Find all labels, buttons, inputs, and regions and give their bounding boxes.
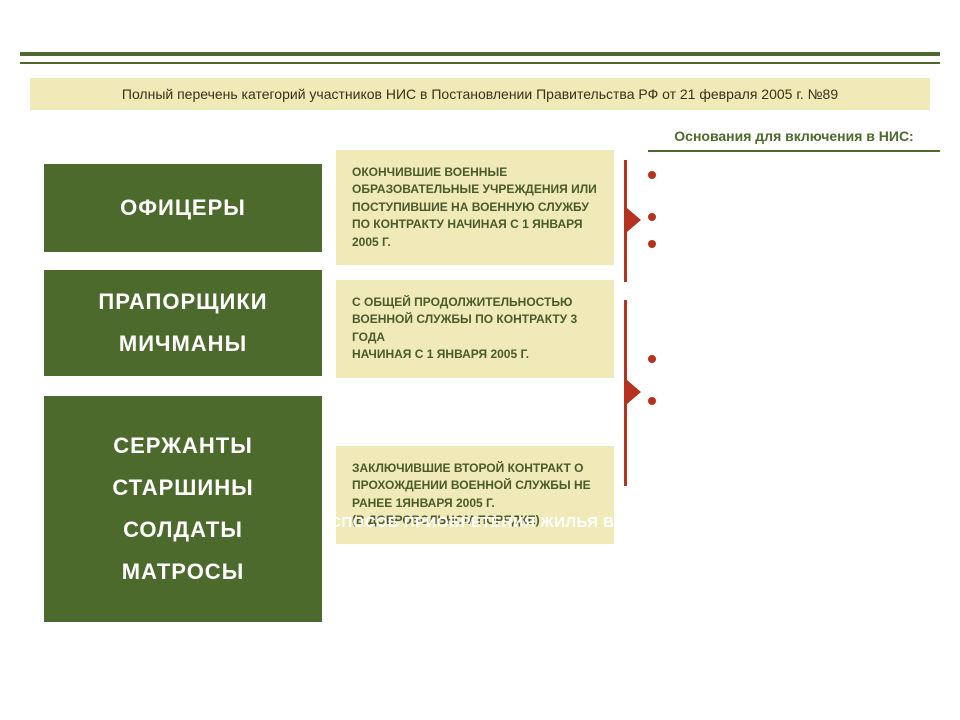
bullet-icon bbox=[648, 171, 656, 179]
divider-top-2 bbox=[20, 62, 940, 64]
bullet-icon bbox=[648, 397, 656, 405]
subtitle: Полный перечень категорий участников НИС… bbox=[30, 78, 930, 110]
category-block: СЕРЖАНТЫСТАРШИНЫСОЛДАТЫМАТРОСЫ bbox=[44, 396, 322, 622]
ground-item: ЗАКЛЮЧЕНИЕ ВТОРОГО КОНТРАКТА bbox=[648, 392, 940, 408]
bottom-note: СПОСОБ ПРИОБРЕТЕНИЯ ЖИЛЬЯ ВЫБИРАЕТ bbox=[330, 514, 693, 531]
category-block: ОФИЦЕРЫ bbox=[44, 164, 322, 252]
category-label: СТАРШИНЫ bbox=[112, 467, 253, 509]
divider-top bbox=[20, 52, 940, 56]
bullet-icon bbox=[648, 213, 656, 221]
category-description: ОКОНЧИВШИЕ ВОЕННЫЕ ОБРАЗОВАТЕЛЬНЫЕ УЧРЕЖ… bbox=[336, 150, 614, 265]
grounds-list: 3 ГОДА ОБЩЕЙ ПРОДОЛЖИТЕЛЬНОСТЬ ВОЕННОЙ С… bbox=[648, 350, 940, 419]
grounds-list: ПОЛУЧЕНИЕ ПЕРВОГО ВОИНСКОГО ЗВАНИЯ ОФИЦЕ… bbox=[648, 166, 940, 277]
category-label: ПРАПОРЩИКИ bbox=[98, 281, 267, 323]
ground-item: ПОЛУЧЕНИЕ ПЕРВОГО ВОИНСКОГО ЗВАНИЯ ОФИЦЕ… bbox=[648, 166, 940, 198]
right-column-title: Основания для включения в НИС: bbox=[648, 128, 940, 152]
ground-item: ПОЛУЧЕНИЕ ПЕРВОГО ВОИНСКОГО ЗВАНИЯ ОФИЦЕ… bbox=[648, 235, 940, 267]
right-column: Основания для включения в НИС: bbox=[648, 128, 940, 164]
ground-text: 3 ГОДА ОБЩЕЙ ПРОДОЛЖИТЕЛЬНОСТЬ ВОЕННОЙ С… bbox=[666, 350, 940, 382]
category-label: СОЛДАТЫ bbox=[123, 509, 243, 551]
category-label: МАТРОСЫ bbox=[122, 551, 244, 593]
ground-item: ЗАКЛЮЧЕНИЕ ПЕРВОГО КОНТРАКТА bbox=[648, 208, 940, 224]
category-description: С ОБЩЕЙ ПРОДОЛЖИТЕЛЬНОСТЬЮ ВОЕННОЙ СЛУЖБ… bbox=[336, 280, 614, 378]
category-label: ОФИЦЕРЫ bbox=[120, 187, 246, 229]
page-title: ОСНОВНЫЕ КАТЕГОРИИ УЧАСТНИКОВ НИС bbox=[0, 0, 960, 52]
category-label: СЕРЖАНТЫ bbox=[113, 425, 253, 467]
arrow-icon bbox=[627, 208, 641, 232]
ground-text: ПОЛУЧЕНИЕ ПЕРВОГО ВОИНСКОГО ЗВАНИЯ ОФИЦЕ… bbox=[666, 166, 940, 198]
category-block: ПРАПОРЩИКИМИЧМАНЫ bbox=[44, 270, 322, 376]
bullet-icon bbox=[648, 355, 656, 363]
ground-item: 3 ГОДА ОБЩЕЙ ПРОДОЛЖИТЕЛЬНОСТЬ ВОЕННОЙ С… bbox=[648, 350, 940, 382]
ground-text: ПОЛУЧЕНИЕ ПЕРВОГО ВОИНСКОГО ЗВАНИЯ ОФИЦЕ… bbox=[666, 235, 940, 267]
bullet-icon bbox=[648, 240, 656, 248]
arrow-icon bbox=[627, 380, 641, 404]
ground-text: ЗАКЛЮЧЕНИЕ ВТОРОГО КОНТРАКТА bbox=[666, 392, 887, 408]
category-label: МИЧМАНЫ bbox=[119, 323, 247, 365]
ground-text: ЗАКЛЮЧЕНИЕ ПЕРВОГО КОНТРАКТА bbox=[666, 208, 888, 224]
